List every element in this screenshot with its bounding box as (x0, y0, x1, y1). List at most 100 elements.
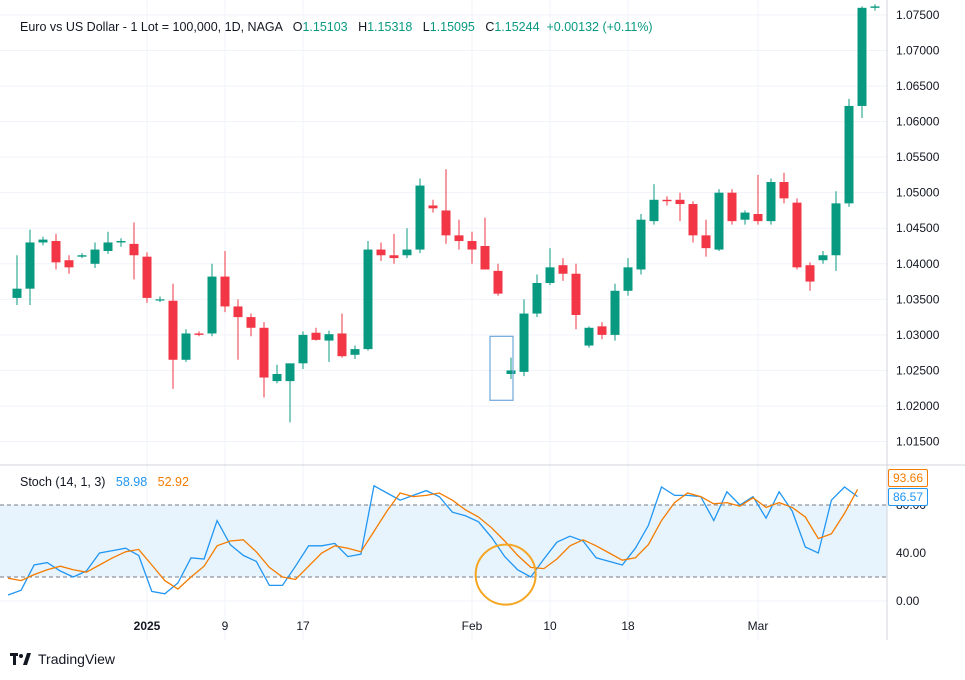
highlight-box (489, 335, 514, 401)
price-tick-label: 1.03500 (896, 292, 940, 306)
candle-body (792, 202, 802, 268)
candle-body (714, 192, 724, 250)
candle-body (662, 199, 672, 202)
candle-body (64, 260, 74, 268)
candlestick-series (12, 4, 880, 423)
candle-body (350, 349, 360, 355)
price-tick-label: 1.04500 (896, 221, 940, 235)
price-tick-label: 1.02000 (896, 399, 940, 413)
tradingview-icon (10, 653, 31, 665)
candle-body (220, 276, 230, 307)
candle-body (90, 249, 100, 264)
candle-body (181, 333, 191, 360)
candle-body (480, 246, 490, 270)
candle-body (272, 373, 282, 382)
candle-body (558, 265, 568, 274)
candle-body (155, 299, 165, 301)
candle-body (701, 235, 711, 249)
candle-body (870, 6, 880, 8)
stoch-tick-label: 0.00 (896, 594, 920, 608)
candle-body (519, 313, 529, 372)
candle-body (116, 241, 126, 243)
candle-body (129, 243, 139, 256)
time-tick-label: 18 (621, 619, 635, 633)
close-label: C (485, 20, 495, 34)
candle-body (688, 204, 698, 236)
stoch-d-line (7, 489, 859, 590)
price-tick-label: 1.05500 (896, 150, 940, 164)
candle-body (51, 241, 61, 263)
time-tick-label: 10 (543, 619, 557, 633)
candle-body (766, 182, 776, 222)
candle-body (545, 267, 555, 283)
candle-body (454, 235, 464, 242)
candle-body (77, 255, 87, 257)
candle-body (415, 185, 425, 250)
annotation-circle (474, 543, 537, 606)
candle-body (402, 249, 412, 256)
price-tick-label: 1.07000 (896, 43, 940, 57)
price-tick-label: 1.05000 (896, 186, 940, 200)
time-tick-label: Mar (748, 619, 769, 633)
stoch-band (0, 505, 887, 577)
candle-body (207, 276, 217, 334)
candle-body (532, 282, 542, 314)
close-value: 1.15244 (494, 20, 540, 34)
candle-body (467, 241, 477, 250)
candle-body (753, 214, 763, 222)
candle-body (818, 255, 828, 261)
candle-body (805, 265, 815, 282)
symbol-title[interactable]: Euro vs US Dollar - 1 Lot = 100,000, 1D,… (20, 20, 283, 34)
price-tick-label: 1.06500 (896, 79, 940, 93)
candle-body (246, 317, 256, 328)
open-label: O (292, 20, 303, 34)
candle-body (740, 212, 750, 220)
candle-body (623, 267, 633, 291)
candle-body (584, 327, 594, 346)
time-axis[interactable]: 2025 9 17 Feb 10 18 Mar (134, 619, 769, 633)
candle-body (25, 242, 35, 289)
change-value: +0.00132 (+0.11%) (546, 20, 653, 34)
time-tick-label: Feb (462, 619, 483, 633)
price-tick-label: 1.07500 (896, 8, 940, 22)
candle-body (337, 333, 347, 357)
candle-body (649, 199, 659, 222)
candle-body (103, 242, 113, 251)
candle-body (779, 182, 789, 199)
candle-body (168, 300, 178, 360)
candle-body (376, 249, 386, 256)
stoch-name[interactable]: Stoch (14, 1, 3) (20, 475, 106, 489)
candle-body (857, 7, 867, 106)
candle-body (675, 199, 685, 205)
price-axis[interactable]: 1.07500 1.07000 1.06500 1.06000 1.05500 1.050… (896, 8, 940, 449)
stoch-tick-label: 40.00 (896, 546, 926, 560)
open-value: 1.15103 (302, 20, 348, 34)
tradingview-logo[interactable]: TradingView (10, 651, 115, 667)
low-label: L (422, 20, 430, 34)
legend-header: Euro vs US Dollar - 1 Lot = 100,000, 1D,… (20, 20, 653, 34)
candle-body (311, 332, 321, 340)
candle-body (428, 205, 438, 209)
candle-body (285, 363, 295, 382)
candle-body (38, 239, 48, 243)
price-tick-label: 1.06000 (896, 115, 940, 129)
price-tick-label: 1.01500 (896, 435, 940, 449)
time-tick-label: 9 (222, 619, 229, 633)
time-tick-label: 2025 (134, 619, 161, 633)
candle-body (389, 255, 399, 259)
stoch-k-last-tag: 86.57 (888, 488, 929, 506)
candle-body (597, 326, 607, 335)
candle-body (610, 290, 620, 335)
price-tick-label: 1.02500 (896, 363, 940, 377)
candle-body (571, 273, 581, 315)
candle-body (727, 192, 737, 222)
stoch-d-last-tag: 93.66 (888, 469, 929, 487)
low-value: 1.15095 (429, 20, 475, 34)
candle-body (233, 306, 243, 318)
brand-name: TradingView (38, 651, 116, 667)
price-tick-label: 1.04000 (896, 257, 940, 271)
candle-body (324, 334, 334, 341)
candle-body (298, 334, 308, 364)
